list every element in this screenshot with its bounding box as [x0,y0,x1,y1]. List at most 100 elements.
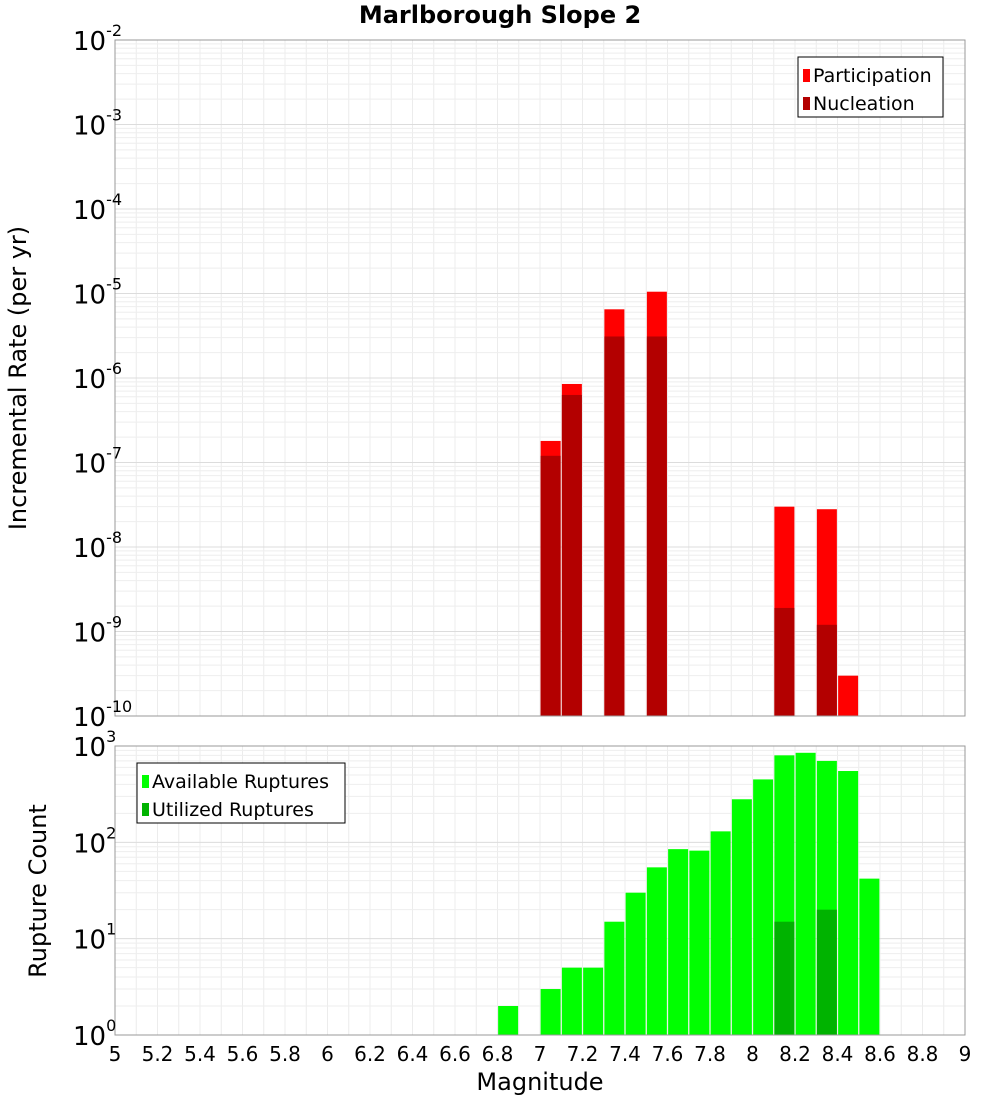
y-tick-label: 102 [73,823,116,859]
x-tick-label: 7.8 [694,1042,726,1066]
nucleation-bar [816,624,837,716]
x-tick-label: 6.8 [482,1042,514,1066]
utilized-ruptures-bar [816,909,837,1035]
y-tick-base: 10 [73,1022,106,1052]
chart-title: Marlborough Slope 2 [359,1,641,29]
y-tick-exponent: -9 [106,613,122,632]
nucleation-bar [604,336,625,716]
y-tick-label: 10-8 [73,528,122,564]
x-tick-label: 7 [534,1042,547,1066]
y-tick-exponent: -10 [106,697,132,716]
y-tick-exponent: -6 [106,359,122,378]
available-ruptures-bar [753,779,774,1035]
nucleation-bar [774,607,795,716]
y-tick-label: 10-7 [73,444,122,480]
y-tick-exponent: -2 [106,21,122,40]
y-tick-label: 10-5 [73,275,122,311]
y-tick-exponent: -4 [106,190,122,209]
bars [540,291,859,716]
available-ruptures-bar [838,771,859,1035]
y-tick-exponent: 2 [106,823,116,842]
grid [114,40,966,717]
x-tick-label: 7.6 [652,1042,684,1066]
y-tick-base: 10 [73,365,106,395]
x-tick-label: 6.4 [397,1042,429,1066]
legend-entry: Utilized Ruptures [152,799,314,821]
bars [498,752,880,1035]
bottom-y-axis-label: Rupture Count [24,804,52,978]
y-tick-base: 10 [73,450,106,480]
x-tick-label: 5.2 [142,1042,174,1066]
y-tick-base: 10 [73,733,106,763]
x-axis-label: Magnitude [476,1068,603,1096]
y-tick-base: 10 [73,196,106,226]
x-tick-label: 5.4 [184,1042,216,1066]
legend: Available Ruptures Utilized Ruptures [136,762,346,824]
nucleation-bar [540,455,561,716]
available-ruptures-bar [668,849,689,1035]
x-tick-label: 8.4 [822,1042,854,1066]
y-tick-base: 10 [73,534,106,564]
y-tick-label: 10-4 [73,190,122,226]
available-ruptures-bar [795,752,816,1035]
y-tick-exponent: 1 [106,920,116,939]
legend-entry: Available Ruptures [152,771,329,793]
y-tick-exponent: -5 [106,275,122,294]
y-tick-base: 10 [73,281,106,311]
available-ruptures-bar [689,850,710,1035]
top-plot-panel: 10-1010-910-810-710-610-510-410-310-2Par… [73,21,966,733]
x-tick-label: 5.8 [269,1042,301,1066]
y-tick-base: 10 [73,619,106,649]
legend-entry: Nucleation [813,93,915,115]
x-tick-label: 8 [746,1042,759,1066]
y-tick-base: 10 [73,703,106,733]
plot-frame [114,39,966,717]
legend-box [797,56,944,118]
legend-swatch [142,803,149,816]
available-ruptures-bar [710,831,731,1035]
legend-swatch [803,69,810,82]
available-ruptures-bar [731,799,752,1035]
nucleation-bar [646,336,667,716]
nucleation-bar [561,394,582,716]
y-tick-exponent: 3 [106,727,116,746]
x-tick-label: 8.2 [779,1042,811,1066]
top-y-axis-label: Incremental Rate (per yr) [4,226,32,530]
legend: Participation Nucleation [797,56,944,118]
participation-bar [838,675,859,716]
y-tick-base: 10 [73,829,106,859]
x-tick-label: 6 [321,1042,334,1066]
x-tick-label: 5 [109,1042,122,1066]
x-tick-label: 8.8 [907,1042,939,1066]
x-tick-label: 5.6 [227,1042,259,1066]
y-tick-label: 10-9 [73,613,122,649]
y-tick-exponent: -8 [106,528,122,547]
y-tick-label: 101 [73,920,116,956]
available-ruptures-bar [625,892,646,1035]
plot-frame [114,745,966,1036]
y-tick-exponent: 0 [106,1016,116,1035]
y-tick-label: 10-6 [73,359,122,395]
y-tick-label: 10-2 [73,21,122,57]
legend-box [136,762,346,824]
x-tick-label: 7.2 [567,1042,599,1066]
legend-swatch [142,775,149,788]
available-ruptures-bar [498,1006,519,1035]
y-tick-base: 10 [73,112,106,142]
utilized-ruptures-bar [774,921,795,1035]
x-axis-ticks: 5 5.2 5.4 5.6 5.8 6 6.2 6.4 6.6 6.8 7 7.2 7.4 7.6 7.8 8… [109,1042,972,1066]
available-ruptures-bar [646,867,667,1035]
y-tick-exponent: -7 [106,444,122,463]
available-ruptures-bar [859,878,880,1035]
x-tick-label: 9 [959,1042,972,1066]
x-tick-label: 6.2 [354,1042,386,1066]
y-tick-label: 10-3 [73,106,122,142]
y-tick-label: 100 [73,1016,116,1052]
legend-entry: Participation [813,65,932,87]
y-tick-base: 10 [73,926,106,956]
x-tick-label: 6.6 [439,1042,471,1066]
